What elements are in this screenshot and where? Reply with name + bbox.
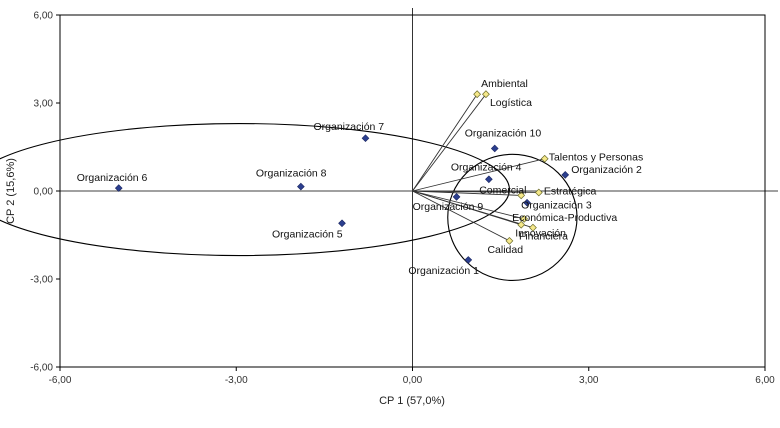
y-tick-label: -6,00 (30, 363, 53, 374)
y-axis-title: CP 2 (15,6%) (5, 158, 17, 224)
point-labels: Organización 1 Organización 2 Organización… (77, 78, 644, 277)
variable-point (505, 236, 514, 245)
variable-point (520, 214, 529, 223)
x-axis-ticks: -6,00 -3,00 0,00 3,00 6,00 (49, 367, 775, 386)
variable-point (529, 223, 537, 232)
y-tick-label: 0,00 (34, 187, 54, 198)
variable-label: Económica-Productiva (512, 212, 617, 224)
vector-line (412, 93, 478, 192)
y-tick-label: 3,00 (34, 99, 54, 110)
organization-label: Organización 5 (272, 228, 343, 240)
variable-label: Logística (490, 97, 532, 109)
variable-point (517, 220, 526, 229)
organization-label: Organización 1 (408, 265, 479, 277)
organization-point (338, 219, 346, 228)
organization-label: Organización 10 (465, 127, 542, 139)
vector-line (412, 158, 545, 192)
variable-label: Estratégica (544, 185, 597, 197)
variable-point (540, 154, 549, 163)
data-points (114, 90, 570, 264)
vector-line (412, 190, 522, 196)
variable-label: Comercial (479, 184, 526, 196)
variable-label: Financiera (519, 231, 568, 243)
vector-line (412, 93, 487, 192)
organization-point (361, 134, 370, 143)
organization-label: Organización 3 (521, 200, 592, 212)
variable-label: Talentos y Personas (549, 152, 644, 164)
organization-label: Organización 4 (451, 161, 522, 173)
organization-point (464, 256, 473, 264)
organization-label: Organización 2 (571, 164, 642, 176)
x-tick-label: -6,00 (49, 375, 72, 386)
y-tick-label: -3,00 (30, 275, 53, 286)
variable-label: Ambiental (481, 78, 528, 90)
variable-label: Innovación (515, 228, 566, 240)
organization-point (114, 184, 123, 192)
organization-point (490, 144, 499, 153)
cluster-ellipses (0, 123, 578, 282)
y-axis-ticks: -6,00 -3,00 0,00 3,00 6,00 (30, 11, 60, 374)
cluster-ellipse-1 (0, 123, 510, 257)
variable-point (517, 191, 526, 200)
organization-label: Organización 6 (77, 172, 148, 184)
variable-point (473, 90, 482, 99)
x-tick-label: 6,00 (755, 375, 775, 386)
vector-line (412, 190, 539, 193)
variable-label: Calidad (487, 244, 523, 256)
x-tick-label: -3,00 (225, 375, 248, 386)
organization-point (561, 171, 570, 179)
x-tick-label: 3,00 (579, 375, 599, 386)
organization-label: Organización 9 (413, 201, 484, 213)
x-axis-title: CP 1 (57,0%) (379, 395, 445, 407)
variable-point (482, 90, 490, 99)
organization-point (523, 198, 531, 207)
organization-point (297, 182, 305, 191)
organization-label: Organización 8 (256, 168, 327, 180)
vector-line (412, 190, 534, 229)
vector-line (412, 190, 510, 242)
x-tick-label: 0,00 (403, 375, 423, 386)
cluster-ellipse-2 (447, 153, 578, 282)
vector-line (412, 190, 525, 220)
organization-point (485, 175, 493, 184)
variable-vectors (412, 93, 545, 242)
y-tick-label: 6,00 (34, 11, 54, 22)
organization-point (452, 193, 461, 201)
variable-point (534, 188, 543, 197)
organization-label: Organización 7 (314, 121, 385, 133)
